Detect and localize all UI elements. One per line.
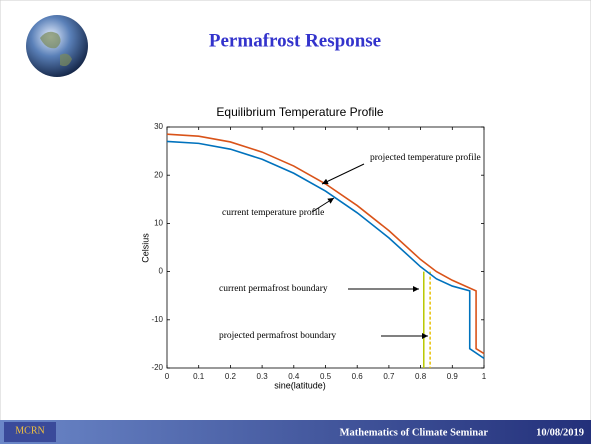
x-tick-label: 0.6 xyxy=(352,372,364,381)
chart-title: Equilibrium Temperature Profile xyxy=(216,105,384,119)
logo-text: MCRN xyxy=(15,425,44,436)
x-tick-label: 0.4 xyxy=(288,372,300,381)
x-tick-label: 0.3 xyxy=(257,372,269,381)
x-tick-label: 0.9 xyxy=(447,372,459,381)
annotation-arrow xyxy=(321,163,365,185)
y-tick-label: 30 xyxy=(154,122,163,131)
x-axis-label: sine(latitude) xyxy=(274,380,326,390)
annotation: current permafrost boundary xyxy=(219,283,328,294)
x-tick-label: 0.7 xyxy=(383,372,395,381)
y-tick-label: 10 xyxy=(154,219,163,228)
x-tick-label: 0.1 xyxy=(193,372,205,381)
series-line xyxy=(166,133,485,355)
globe-land xyxy=(40,31,72,67)
y-tick-label: -20 xyxy=(151,363,163,372)
x-tick-label: 0 xyxy=(165,372,170,381)
y-tick-label: -10 xyxy=(151,315,163,324)
footer-date: 10/08/2019 xyxy=(536,427,584,438)
series-line xyxy=(166,140,485,360)
logo xyxy=(4,422,56,442)
slide-title: Permafrost Response xyxy=(209,30,381,51)
x-tick-label: 1 xyxy=(482,372,487,381)
footer-text: Mathematics of Climate Seminar xyxy=(340,427,489,438)
x-tick-label: 0.2 xyxy=(225,372,237,381)
x-tick-label: 0.8 xyxy=(415,372,427,381)
y-axis-label: Celsius xyxy=(140,233,150,263)
x-tick-label: 0.5 xyxy=(320,372,332,381)
y-tick-label: 20 xyxy=(154,170,163,179)
footer-bar xyxy=(0,420,591,444)
annotation: current temperature profile xyxy=(222,207,324,218)
y-tick-label: 0 xyxy=(159,267,164,276)
annotation-arrow xyxy=(311,197,335,213)
annotation: projected permafrost boundary xyxy=(219,330,336,341)
annotation: projected temperature profile xyxy=(370,152,481,163)
